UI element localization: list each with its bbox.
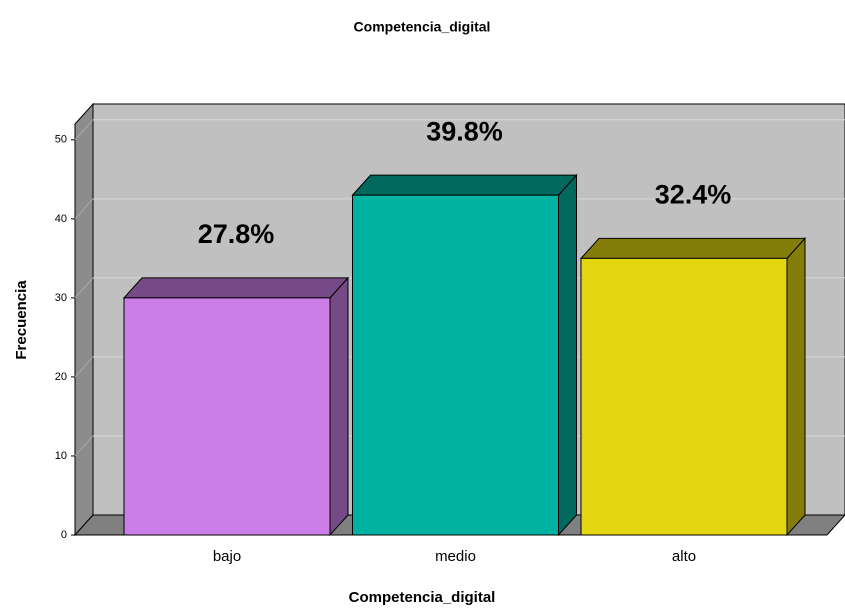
value-label: 39.8% — [426, 116, 503, 146]
bar-side — [786, 237, 806, 537]
chart-title: Competencia_digital — [354, 19, 491, 35]
bar — [580, 257, 788, 536]
bar-top — [579, 237, 807, 259]
grid-line — [74, 198, 94, 220]
bar-top — [351, 174, 578, 196]
grid-line — [74, 277, 94, 299]
value-label: 27.8% — [198, 219, 275, 249]
y-tick-label: 10 — [55, 450, 67, 462]
side-wall — [74, 102, 94, 537]
grid-line — [74, 435, 94, 457]
bar — [352, 194, 559, 536]
y-tick-label: 40 — [55, 213, 67, 225]
value-label: 32.4% — [655, 179, 732, 209]
x-tick-label: medio — [435, 548, 476, 565]
y-tick-label: 50 — [55, 134, 67, 146]
y-tick-label: 30 — [55, 292, 67, 304]
y-tick-label: 20 — [55, 371, 67, 383]
grid-line — [74, 356, 94, 378]
bar — [123, 297, 331, 536]
x-axis-label: Competencia_digital — [349, 589, 496, 606]
grid-line — [74, 119, 94, 141]
y-axis-label: Frecuencia — [13, 280, 30, 360]
bar-side — [558, 173, 577, 537]
bar-top — [122, 277, 350, 299]
x-tick-label: alto — [672, 548, 696, 565]
x-tick-label: bajo — [213, 548, 241, 565]
bar-side — [329, 276, 349, 537]
y-tick-label: 0 — [61, 529, 67, 541]
